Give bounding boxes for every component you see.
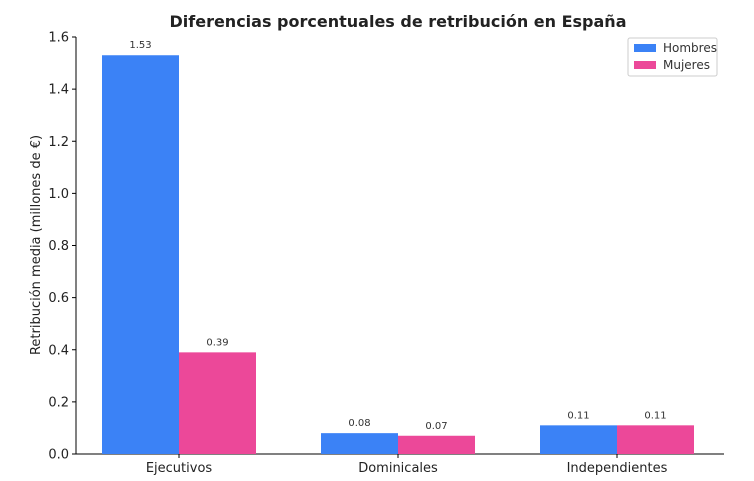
bar-mujeres-independientes [617,425,694,454]
y-tick-label: 1.6 [48,31,69,46]
y-tick-label: 1.2 [48,135,69,150]
bar-value-label: 0.39 [206,337,228,348]
bar-mujeres-ejecutivos [179,352,256,454]
bar-hombres-independientes [540,425,617,454]
y-tick-label: 0.6 [48,291,69,306]
bar-hombres-ejecutivos [102,55,179,455]
y-axis-label: Retribución media (millones de €) [29,135,44,355]
bar-mujeres-dominicales [398,435,475,454]
plot-area: 0.0 0.2 0.4 0.6 0.8 1.0 1.2 1.4 1.6 Ejecutivos 1.5… [48,31,724,476]
y-tick-label: 1.4 [48,83,69,98]
y-tick-label: 1.0 [48,187,69,202]
bar-value-label: 1.53 [129,40,151,51]
y-tick-label: 0.4 [48,343,69,358]
y-tick-label: 0.0 [48,448,69,463]
y-tick-label: 0.8 [48,239,69,254]
x-tick-label: Ejecutivos [146,461,213,476]
x-tick-label: Independientes [567,461,668,476]
chart-title: Diferencias porcentuales de retribución … [169,12,626,31]
bar-value-label: 0.08 [348,418,370,429]
bar-value-label: 0.11 [644,410,666,421]
legend-swatch-mujeres [634,61,656,69]
legend-label-hombres: Hombres [663,41,717,55]
y-tick-label: 0.2 [48,395,69,410]
legend-label-mujeres: Mujeres [663,58,710,72]
bar-value-label: 0.11 [567,410,589,421]
legend: Hombres Mujeres [627,37,718,77]
legend-swatch-hombres [634,44,656,52]
bar-hombres-dominicales [321,433,398,454]
x-tick-label: Dominicales [358,461,438,476]
bar-value-label: 0.07 [425,421,447,432]
